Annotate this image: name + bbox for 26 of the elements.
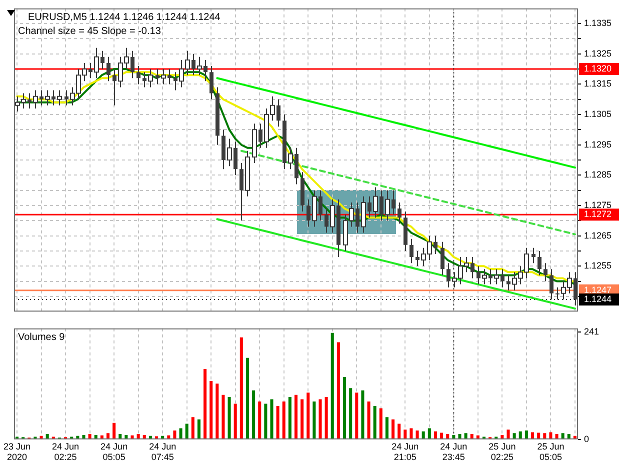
- x-tick-label: 23 Jun 2020: [4, 441, 31, 462]
- y-tick-label: 1.1275: [584, 200, 612, 210]
- ref-line-label: 1.1247: [584, 284, 612, 295]
- y-tick-label: 1.1255: [584, 260, 612, 271]
- y-tick-label: 0: [584, 434, 590, 444]
- x-tick-label: 25 Jun 05:05: [537, 441, 564, 462]
- ref-line-label: 1.1272: [584, 209, 612, 220]
- y-tick-label: 1.1305: [584, 109, 612, 120]
- ref-line-label: 1.1244: [584, 294, 612, 304]
- x-tick-label: 24 Jun 02:25: [52, 441, 80, 462]
- x-tick-label: 24 Jun 07:45: [149, 441, 176, 462]
- x-tick-label: 24 Jun 05:05: [100, 441, 128, 462]
- y-tick-label: 1.1295: [584, 139, 612, 150]
- y-tick-label: 1.1285: [584, 170, 612, 180]
- x-tick-label: 24 Jun 23:45: [440, 441, 468, 462]
- y-tick-label: 1.1315: [584, 78, 612, 89]
- y-tick-label: 241: [584, 326, 600, 336]
- chart-title: EURUSD,M5 1.1244 1.1246 1.1244 1.1244: [28, 12, 221, 24]
- ref-line-label: 1.1320: [584, 64, 612, 74]
- x-tick-label: 25 Jun 02:25: [488, 441, 516, 462]
- y-tick-label: 1.1325: [584, 48, 612, 58]
- y-tick-label: 1.1265: [584, 230, 612, 240]
- y-tick-label: 1.1335: [584, 18, 612, 28]
- x-tick-label: 24 Jun 21:05: [392, 441, 419, 462]
- chart-title: Volumes 9: [18, 332, 66, 344]
- text: Channel size = 45 Slope = -0.13: [18, 26, 162, 38]
